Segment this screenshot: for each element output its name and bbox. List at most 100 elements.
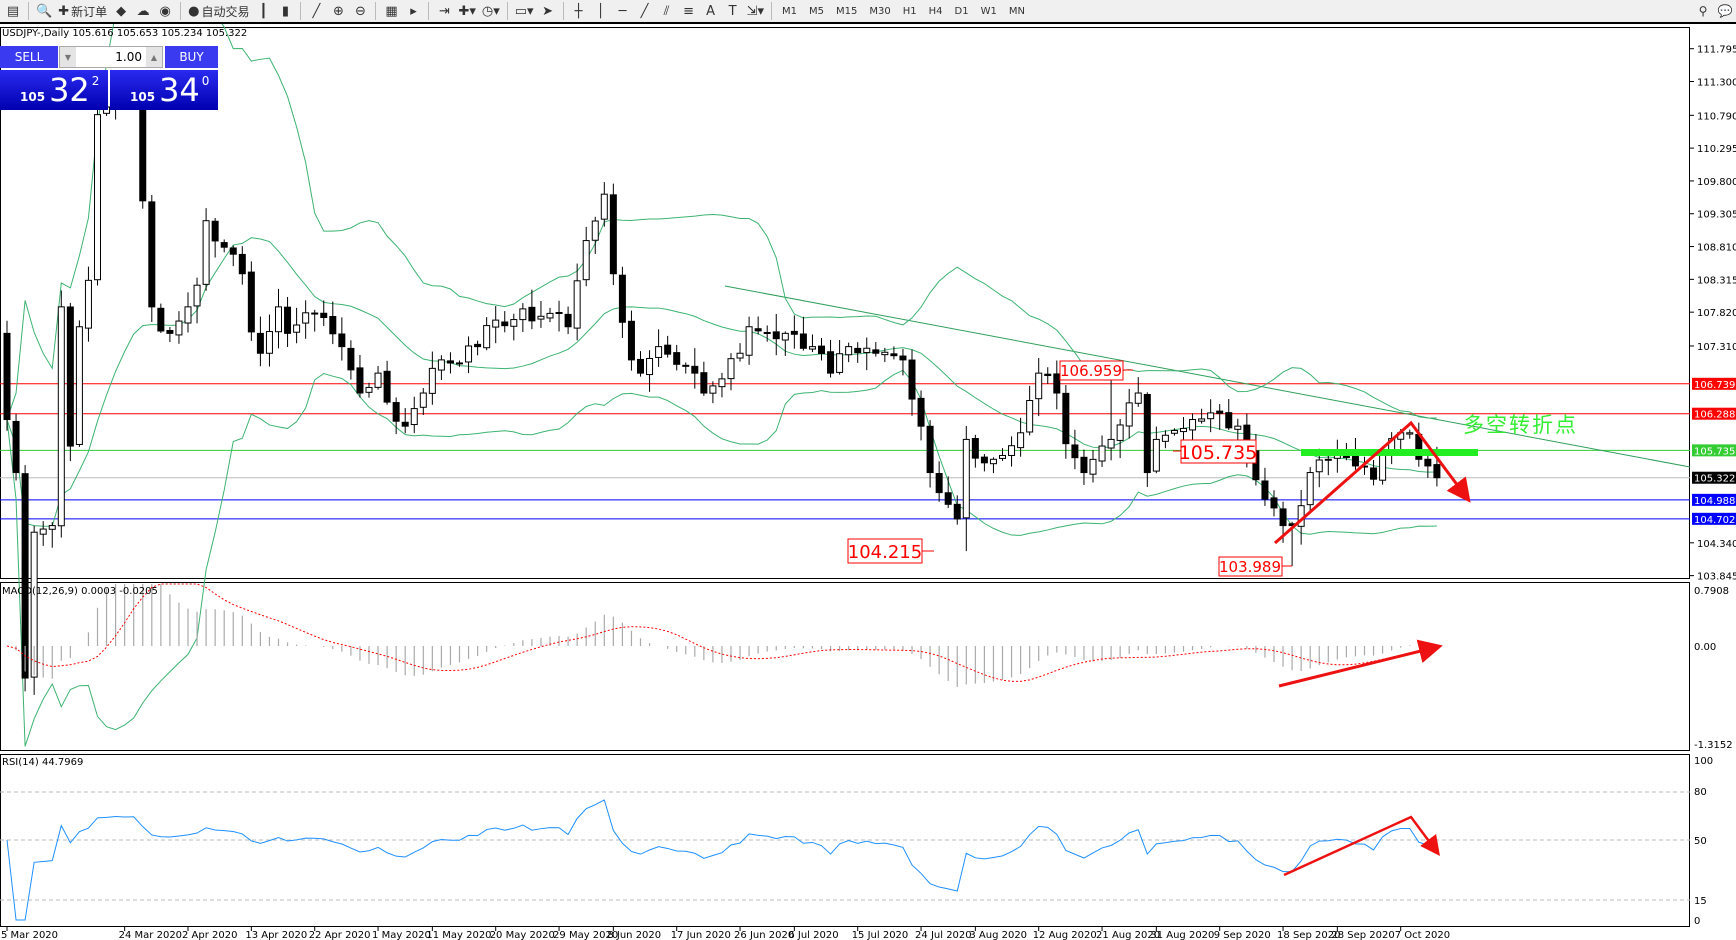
candle [1089,449,1097,483]
candle-body [419,392,427,408]
tile-button[interactable]: ▦ [380,1,402,21]
macd-arrow[interactable] [1278,639,1443,688]
decrease-lot-icon[interactable]: ▼ [60,47,76,67]
candle [745,316,753,365]
timeframe-h4[interactable]: H4 [928,5,943,17]
turning-point-label[interactable]: 多空转折点 [1463,413,1578,437]
crosshair-button[interactable]: ┼ [568,1,590,21]
timeframe-h1[interactable]: H1 [902,5,917,17]
autoscroll-button[interactable]: ▸ [402,1,424,21]
candle-body [745,326,753,356]
chat-icon[interactable]: 💬 [1717,4,1733,18]
cursor-button[interactable]: ➤ [537,1,559,21]
timeframe-d1[interactable]: D1 [954,5,969,17]
chart-window-button[interactable]: ▤ [2,1,24,21]
timeframe-m5[interactable]: M5 [809,5,824,17]
signals-button[interactable]: ☁ [132,1,154,21]
candle [1161,430,1169,449]
candle [646,350,654,392]
candle [863,337,871,371]
text-button[interactable]: A [700,1,722,21]
candle-body [899,355,907,361]
lot-size-stepper[interactable]: ▼ 1.00 ▲ [59,46,163,68]
candle [1270,490,1278,517]
candle-chart-button[interactable]: ▮ [274,1,296,21]
zoom-doc-button[interactable]: 🔍 [33,1,55,21]
price-arrow[interactable] [1274,420,1471,545]
candle [1125,388,1133,439]
candle-body [510,319,518,327]
candle [157,303,165,333]
timeframe-mn[interactable]: MN [1008,5,1025,17]
annotation-low-1[interactable]: 104.215 [847,538,934,564]
cursor-icon: ➤ [542,3,554,19]
candle [428,351,436,405]
indicators-button[interactable]: ✚▾ [455,1,478,21]
time-tick-label: 31 Aug 2020 [1150,930,1214,940]
timeframe-m30[interactable]: M30 [869,5,891,17]
candle-body [1370,467,1378,480]
chart-shift-button[interactable]: ⇥ [433,1,455,21]
sell-button[interactable]: SELL [0,46,58,68]
trendline-button[interactable]: ╱ [634,1,656,21]
vertical-line-button[interactable]: │ [590,1,612,21]
annotation-high[interactable]: 106.959 [1059,360,1133,381]
candle [356,354,364,398]
radio-button[interactable]: ◉ [154,1,176,21]
text-label-button[interactable]: T [722,1,744,21]
chart-shift-icon: ⇥ [439,3,450,19]
search-icon[interactable]: ⚲ [1698,4,1708,18]
candle [12,414,20,481]
sell-price[interactable]: 105 32 2 [0,70,108,110]
zoom-out-button[interactable]: ⊖ [349,1,371,21]
annotation-low-2[interactable]: 103.989 [1218,556,1292,577]
candle-body [338,333,346,348]
candle [229,245,237,267]
resistance-bar[interactable] [1301,449,1478,456]
price-tick-label: 104.340 [1697,539,1736,550]
rsi-arrow[interactable] [1283,815,1440,877]
candle [166,327,174,343]
candle-body [808,346,816,350]
candle-body [1351,455,1359,467]
lot-size-input[interactable]: 1.00 [115,50,142,64]
periods-button[interactable]: ◷▾ [479,1,503,21]
equidistant-channel-button[interactable]: ⫽ [656,1,678,21]
candle-body [1270,497,1278,509]
buy-price[interactable]: 105 34 0 [110,70,218,110]
annotation-mid[interactable]: 105.735 [1173,439,1257,464]
timeframe-m1[interactable]: M1 [782,5,797,17]
zoom-in-button[interactable]: ⊕ [327,1,349,21]
auto-trading-label: 自动交易 [201,4,250,19]
level-tag-text: 106.739 [1694,380,1735,391]
timeframe-w1[interactable]: W1 [980,5,997,17]
toolbar-separator [562,2,564,20]
new-order-button[interactable]: ✚ 新订单 [55,1,110,21]
candle [1071,429,1079,470]
line-chart-button[interactable]: ╱ [305,1,327,21]
horizontal-line-button[interactable]: ─ [612,1,634,21]
level-tag-text: 105.322 [1694,474,1735,485]
level-tag [1692,444,1736,457]
candle [727,353,735,391]
gold-button[interactable]: ◆ [110,1,132,21]
arrows-button[interactable]: ⇲▾ [744,1,767,21]
bar-chart-button[interactable]: ┃ [252,1,274,21]
candle [1143,392,1151,487]
candle [1134,377,1142,407]
candle [818,337,825,361]
fibo-button[interactable]: ≡ [678,1,700,21]
time-tick-label: 13 Apr 2020 [245,930,307,940]
templates-button[interactable]: ▭▾ [512,1,537,21]
time-axis: 5 Mar 2020 24 Mar 2020 2 Apr 2020 13 Apr 20… [1,927,1450,940]
arrows-icon: ⇲▾ [746,3,764,19]
candle [483,317,491,351]
trendline[interactable] [724,285,1691,468]
candle-body [1189,419,1197,431]
buy-button[interactable]: BUY [165,46,218,68]
candle-body [673,352,681,365]
auto-trading-button[interactable]: ● 自动交易 [185,1,252,21]
timeframe-m15[interactable]: M15 [836,5,858,17]
increase-lot-icon[interactable]: ▲ [146,47,162,67]
